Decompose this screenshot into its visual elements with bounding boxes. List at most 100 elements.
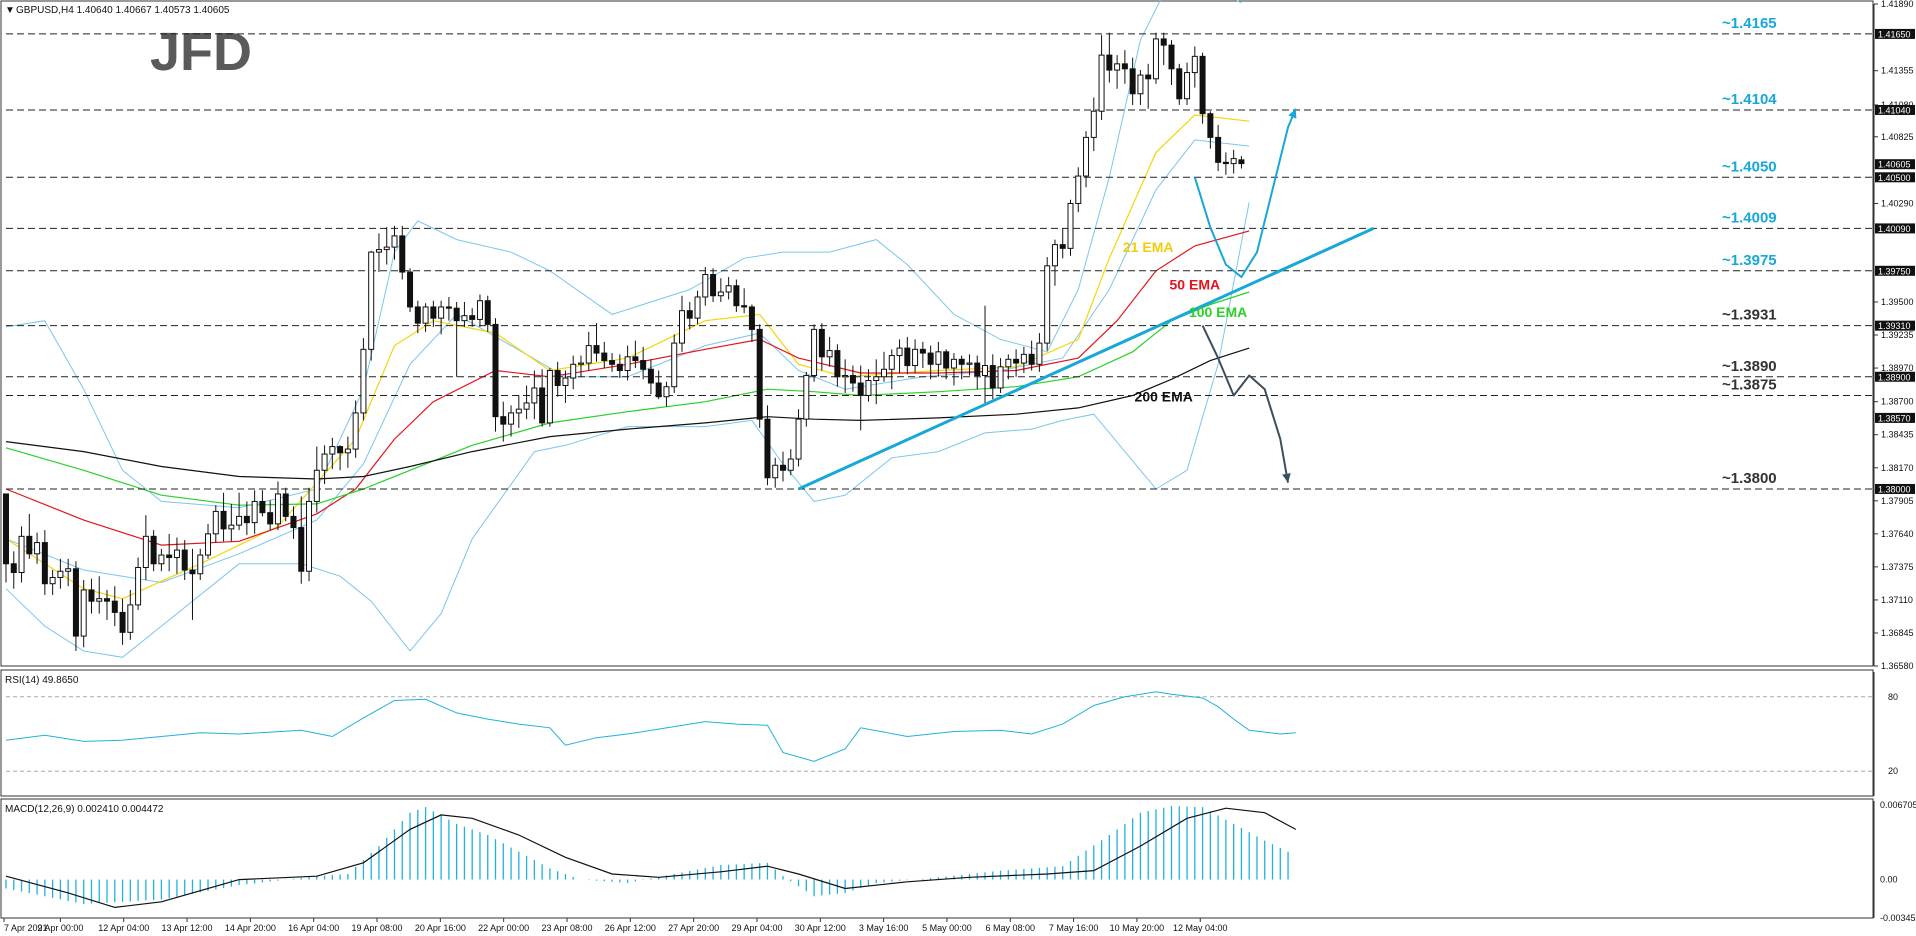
candle-bear (927, 352, 934, 365)
candle-bear (616, 363, 623, 372)
candle (958, 355, 965, 380)
level-label: ~1.3890 (1722, 358, 1777, 375)
candle (119, 598, 126, 645)
price-tick-label: 1.38700 (1881, 397, 1914, 407)
candle-bear (904, 347, 911, 367)
candle (881, 351, 888, 382)
candle-bull (881, 368, 888, 378)
candle-bull (671, 342, 678, 388)
candle-bear (741, 305, 748, 308)
candle (686, 301, 693, 330)
candle (313, 446, 320, 513)
candle-bull (811, 328, 818, 377)
candle-bull (197, 554, 204, 575)
price-tick-label: 1.37375 (1881, 562, 1914, 572)
candle-bear (710, 274, 717, 297)
price-box-label: 1.41650 (1878, 29, 1911, 39)
candle (3, 493, 9, 583)
candle-bear (943, 351, 950, 369)
candle (422, 303, 429, 332)
candle-bear (181, 549, 188, 571)
candle-bear (298, 527, 305, 572)
price-tick-label: 1.37905 (1881, 496, 1914, 506)
candle (430, 300, 437, 327)
candle (212, 505, 219, 543)
ema-label: 200 EMA (1135, 389, 1193, 405)
candle (927, 345, 934, 380)
candle (919, 341, 926, 369)
candle-bull (873, 376, 880, 382)
candle (904, 336, 911, 375)
candle (912, 339, 919, 374)
candle (694, 290, 701, 325)
candle (399, 225, 406, 280)
macd-panel-frame (0, 798, 1874, 919)
candle-bull (562, 377, 569, 386)
candle (982, 305, 989, 403)
candle-bear (609, 360, 616, 365)
bollinger-middle (5, 139, 1250, 584)
candle-bull (173, 549, 180, 559)
candle (671, 334, 678, 393)
jfd-logo: JFD (150, 22, 252, 82)
candle-bull (96, 598, 103, 602)
candle-bull (795, 418, 802, 460)
candle (469, 308, 476, 327)
candle-bear (632, 356, 639, 362)
candle-bear (655, 382, 662, 398)
candle (1083, 131, 1090, 188)
candle (624, 345, 631, 381)
rsi-line (5, 691, 1296, 762)
candle-bear (243, 515, 250, 524)
candle (523, 385, 530, 420)
candle (1191, 46, 1198, 88)
candle-bear (414, 306, 421, 324)
bollinger-lower (5, 202, 1250, 658)
time-tick-label: 12 May 04:00 (1173, 923, 1228, 933)
price-tick-label: 1.38170 (1881, 463, 1914, 473)
candle (476, 294, 483, 327)
time-tick-label: 23 Apr 08:00 (541, 923, 592, 933)
candle (741, 288, 748, 314)
candle (896, 339, 903, 374)
macd-tick-label: -0.00345 (1880, 913, 1916, 923)
candle-bear (834, 350, 841, 378)
candle (818, 323, 825, 371)
candle (407, 268, 414, 312)
level-label: ~1.4009 (1722, 209, 1777, 226)
candle (1152, 32, 1159, 84)
candle (181, 540, 188, 580)
candle-bear (259, 500, 266, 514)
candle (989, 354, 996, 400)
candle-bull (1075, 175, 1082, 204)
candle (515, 395, 522, 428)
candle (531, 370, 538, 420)
candle (438, 300, 445, 335)
candle-bear (282, 493, 289, 517)
price-tick-label: 1.36845 (1881, 628, 1914, 638)
candle (1067, 199, 1074, 256)
candle (1129, 57, 1136, 105)
candle (88, 578, 95, 614)
price-boxes: 1.41650 1.41040 1.40605 1.40500 1.40090 1.397… (1875, 28, 1915, 494)
price-box-label: 1.39310 (1878, 321, 1911, 331)
candle (321, 445, 328, 484)
price-tick-label: 1.37640 (1881, 529, 1914, 539)
price-box (1875, 320, 1915, 331)
candle (453, 301, 460, 377)
candle-bull (313, 469, 320, 502)
candle (391, 225, 398, 260)
candle (1090, 97, 1097, 152)
candle-bull (1090, 110, 1097, 138)
candle (96, 576, 103, 614)
candle (344, 436, 351, 468)
candle (570, 355, 577, 390)
candle (18, 526, 25, 583)
scenario-down-arrow (1201, 325, 1289, 483)
candle (811, 324, 818, 382)
level-label: ~1.3800 (1722, 470, 1777, 487)
candle-bull (523, 402, 530, 410)
candle-bull (1098, 54, 1105, 112)
candle (1075, 167, 1082, 213)
